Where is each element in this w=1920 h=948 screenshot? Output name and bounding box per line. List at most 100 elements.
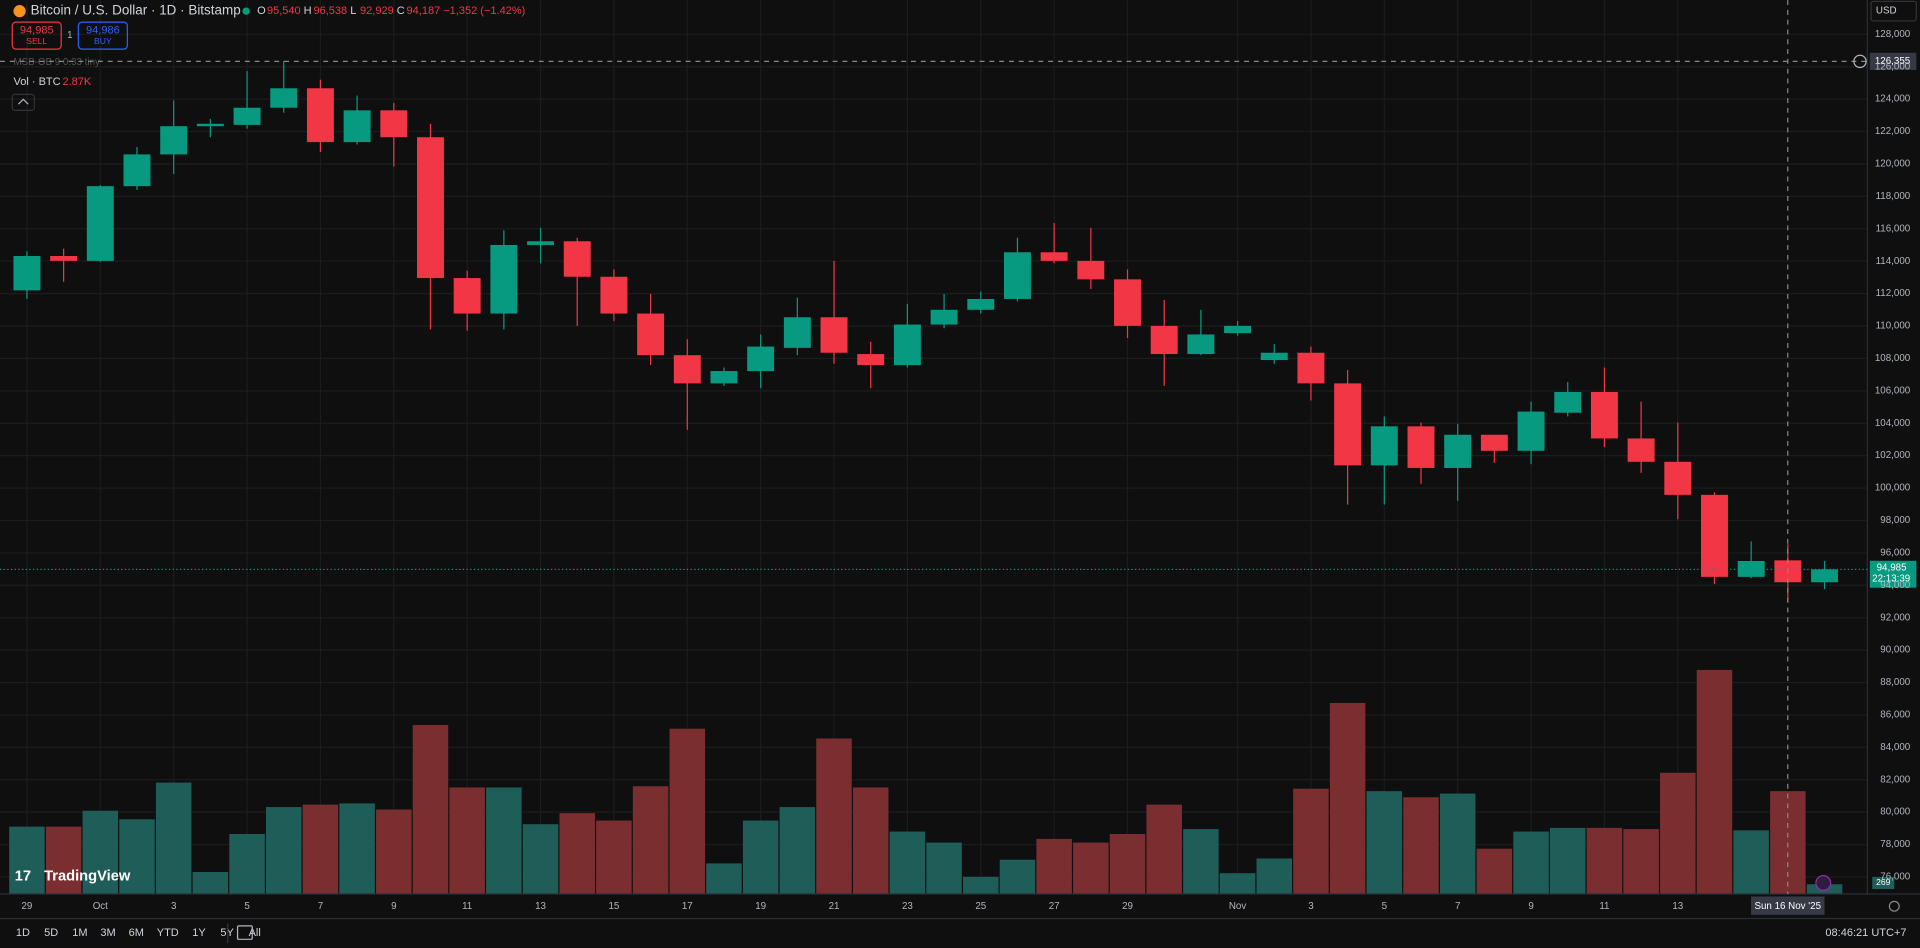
countdown: 22:13:39 [1872, 574, 1910, 585]
y-tick-label: 120,000 [1875, 159, 1911, 170]
candle-body [820, 317, 848, 353]
volume-bar [779, 807, 816, 894]
x-tick-label: 7 [318, 901, 323, 912]
sell-label: SELL [26, 36, 47, 46]
x-tick-label: 27 [1049, 901, 1060, 912]
lightning-icon[interactable] [1815, 875, 1832, 891]
volume-bar [1476, 848, 1513, 894]
ohlc-value: 94,187 [407, 5, 441, 17]
range-button[interactable]: YTD [157, 927, 179, 939]
volume-bar [963, 876, 999, 894]
range-button[interactable]: All [249, 927, 261, 939]
sell-button[interactable] [11, 21, 62, 50]
range-button[interactable]: 1M [72, 927, 87, 939]
currency: USD [1876, 6, 1897, 17]
candle-body [1150, 325, 1178, 355]
x-tick-label: 7 [1455, 901, 1460, 912]
candle-body [857, 354, 885, 366]
volume-bar [669, 728, 706, 894]
candle-body [1187, 334, 1215, 355]
candle-body [637, 313, 665, 356]
candle-body [967, 298, 995, 310]
settings-icon[interactable] [1888, 900, 1900, 912]
date-range-icon[interactable] [236, 925, 253, 940]
candle-body [930, 309, 958, 325]
candle-body [1701, 494, 1728, 577]
volume-bar [1439, 793, 1476, 894]
y-tick-label: 116,000 [1876, 223, 1911, 234]
volume-bar [522, 824, 559, 894]
candle-body [673, 355, 701, 384]
y-tick-label: 104,000 [1875, 418, 1911, 429]
range-button[interactable]: 5D [44, 927, 58, 939]
crosshair-price: 126,355 [1875, 56, 1911, 67]
ohlc-key: H [304, 5, 312, 17]
x-tick-label: 3 [1308, 901, 1314, 912]
candle-body [1370, 426, 1398, 466]
candle-body [417, 137, 444, 279]
indicator-label[interactable]: MSB-OB 9 0.33 tiny [13, 57, 100, 68]
volume-bar [559, 813, 595, 894]
candle-body [233, 107, 261, 125]
x-tick-label: 9 [391, 901, 396, 912]
candle-body [86, 186, 114, 261]
sell-price: 94,985 [20, 25, 54, 37]
x-tick-label: 5 [244, 901, 250, 912]
ohlc-value: 92,929 [360, 5, 394, 17]
candle-body [600, 276, 628, 314]
last-price-box [1869, 560, 1917, 588]
volume-label[interactable]: Vol · BTC [13, 76, 60, 88]
candle-body [270, 88, 298, 108]
y-tick-label: 122,000 [1875, 126, 1911, 137]
buy-button[interactable] [77, 21, 128, 50]
volume-bar [816, 738, 852, 894]
clock: 08:46:21 UTC+7 [1825, 927, 1906, 939]
x-tick-label: 11 [1599, 901, 1609, 912]
buy-price: 94,986 [86, 25, 120, 37]
y-tick-label: 82,000 [1880, 774, 1910, 785]
volume-bar [449, 787, 485, 894]
candle-body [1077, 260, 1105, 280]
volume-bar [852, 787, 889, 894]
volume-bar [742, 820, 779, 894]
ohlc-key: L [350, 5, 356, 17]
volume-bar [1549, 827, 1586, 894]
collapse-button[interactable] [11, 93, 35, 111]
y-tick-label: 76,000 [1880, 872, 1910, 883]
range-button[interactable]: 6M [129, 927, 144, 939]
volume-bar [1146, 804, 1182, 894]
crosshair-date-box [1751, 896, 1825, 915]
symbol-title[interactable]: Bitcoin / U.S. Dollar · 1D · Bitstamp [31, 3, 241, 18]
branding[interactable]: TradingView [44, 869, 131, 885]
x-tick-label: Nov [1229, 901, 1247, 912]
x-tick-label: 15 [608, 901, 619, 912]
candle-body [893, 324, 921, 366]
crosshair-date: Sun 16 Nov '25 [1754, 901, 1821, 912]
candle-body [1003, 252, 1031, 299]
add-alert-icon[interactable] [1853, 54, 1867, 69]
range-button[interactable]: 3M [100, 927, 115, 939]
volume-bar [1109, 834, 1146, 894]
candle-body [563, 241, 591, 277]
candle-body [196, 123, 224, 127]
volume-bar [229, 834, 265, 894]
currency-button[interactable] [1870, 0, 1917, 22]
volume-bar [1660, 772, 1696, 894]
collapse-icon [17, 98, 29, 105]
volume-bar [1036, 838, 1072, 894]
volume-bar [889, 831, 926, 894]
volume-badge-text: 269 [1876, 877, 1891, 887]
range-button[interactable]: 1Y [192, 927, 206, 939]
candle-body [783, 317, 811, 348]
buy-label: BUY [94, 36, 112, 46]
candle-body [490, 244, 518, 314]
candle-body [1590, 391, 1618, 439]
y-tick-label: 98,000 [1880, 515, 1910, 526]
y-tick-label: 102,000 [1875, 450, 1911, 461]
candle-body [1664, 461, 1692, 495]
volume-bar [192, 871, 229, 894]
volume-bar [1403, 797, 1439, 894]
range-button[interactable]: 1D [16, 927, 30, 939]
